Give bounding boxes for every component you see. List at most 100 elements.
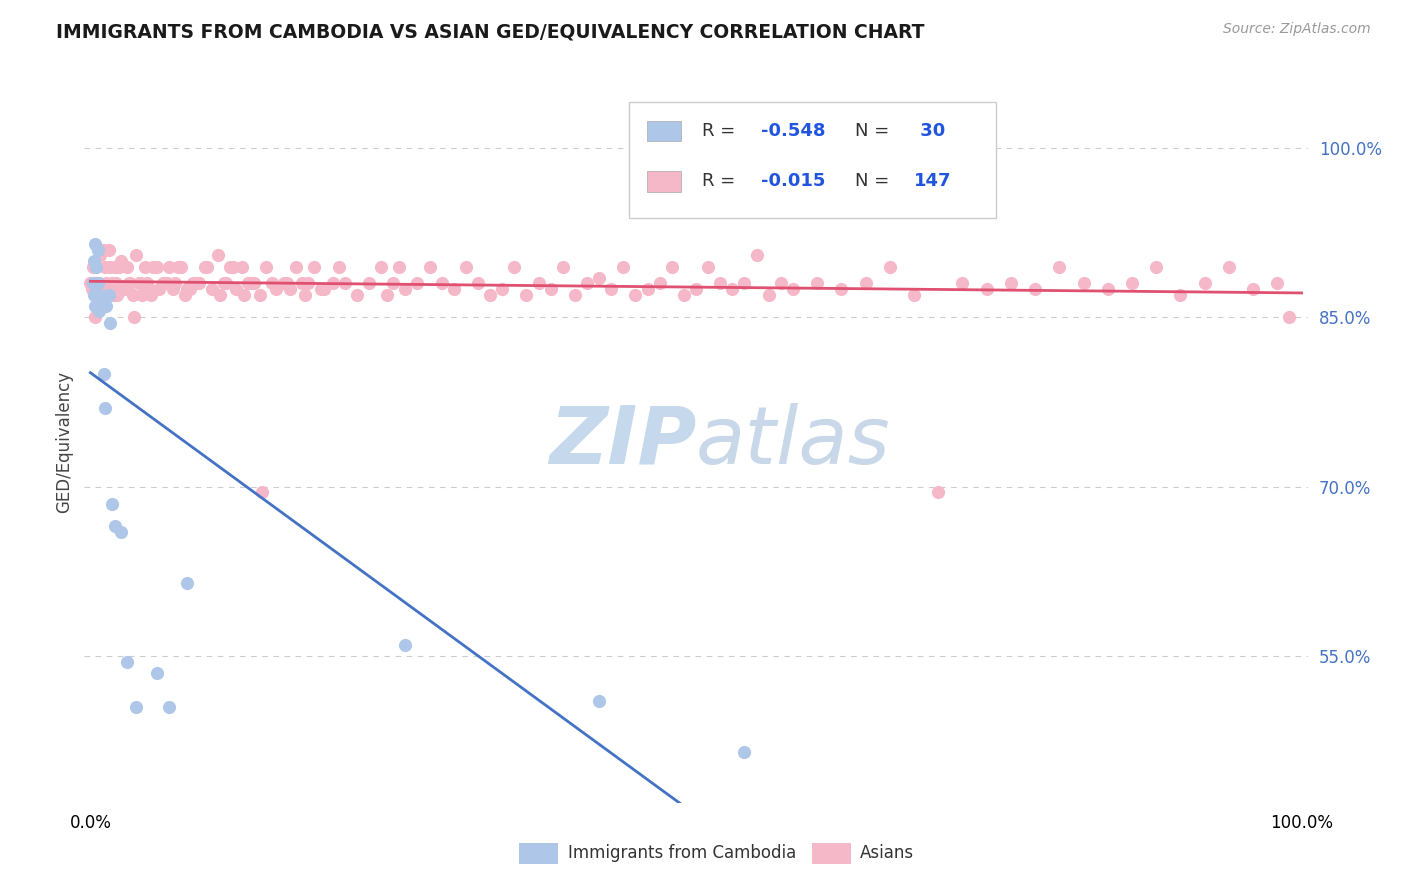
Text: IMMIGRANTS FROM CAMBODIA VS ASIAN GED/EQUIVALENCY CORRELATION CHART: IMMIGRANTS FROM CAMBODIA VS ASIAN GED/EQ… bbox=[56, 22, 925, 41]
Point bbox=[80, 282, 103, 296]
Point bbox=[406, 277, 429, 291]
Text: ZIP: ZIP bbox=[548, 402, 696, 481]
Point bbox=[183, 277, 205, 291]
Point bbox=[388, 260, 411, 274]
Point bbox=[527, 277, 550, 291]
Point bbox=[218, 260, 240, 274]
Point bbox=[112, 282, 135, 296]
Point bbox=[83, 277, 105, 291]
Point bbox=[328, 260, 350, 274]
Point bbox=[830, 282, 852, 296]
Point bbox=[322, 277, 344, 291]
Point bbox=[90, 282, 112, 296]
Point bbox=[173, 287, 195, 301]
Point bbox=[479, 287, 502, 301]
Point bbox=[240, 277, 263, 291]
Point bbox=[443, 282, 465, 296]
Point bbox=[551, 260, 574, 274]
Point bbox=[370, 260, 392, 274]
Point bbox=[176, 575, 198, 590]
Point bbox=[952, 277, 974, 291]
Point bbox=[225, 282, 247, 296]
Point bbox=[112, 282, 135, 296]
Bar bbox=[647, 171, 682, 192]
Point bbox=[721, 282, 744, 296]
Point bbox=[86, 260, 108, 274]
Point bbox=[252, 485, 274, 500]
Point bbox=[194, 260, 217, 274]
Point bbox=[333, 277, 356, 291]
Point bbox=[745, 248, 768, 262]
Point bbox=[697, 260, 720, 274]
Point bbox=[94, 260, 117, 274]
Point bbox=[309, 282, 332, 296]
Point bbox=[1278, 310, 1301, 325]
Point bbox=[148, 282, 170, 296]
Point bbox=[215, 277, 238, 291]
Point bbox=[236, 277, 259, 291]
Point bbox=[97, 287, 120, 301]
Point bbox=[94, 401, 117, 415]
Point bbox=[1265, 277, 1288, 291]
Point bbox=[84, 237, 107, 252]
Point bbox=[1000, 277, 1022, 291]
Point bbox=[188, 277, 211, 291]
Point bbox=[170, 260, 193, 274]
Point bbox=[430, 277, 453, 291]
Point bbox=[1194, 277, 1216, 291]
Point bbox=[612, 260, 634, 274]
Point bbox=[120, 277, 142, 291]
Point bbox=[83, 287, 105, 301]
Point bbox=[104, 277, 127, 291]
Point bbox=[304, 260, 326, 274]
Point bbox=[128, 277, 150, 291]
Point bbox=[782, 282, 804, 296]
Point bbox=[297, 277, 319, 291]
Point bbox=[903, 287, 925, 301]
Point bbox=[115, 260, 138, 274]
Point bbox=[89, 248, 111, 262]
Text: Asians: Asians bbox=[860, 844, 914, 862]
Point bbox=[157, 260, 180, 274]
Point bbox=[104, 260, 127, 274]
Point bbox=[1047, 260, 1070, 274]
Point bbox=[86, 243, 108, 257]
Point bbox=[346, 287, 368, 301]
Point bbox=[769, 277, 792, 291]
Point bbox=[503, 260, 526, 274]
Point bbox=[110, 524, 132, 539]
Point bbox=[86, 277, 108, 291]
Point bbox=[195, 260, 218, 274]
Text: -0.548: -0.548 bbox=[761, 122, 825, 140]
Point bbox=[600, 282, 623, 296]
Point bbox=[136, 277, 159, 291]
Point bbox=[125, 248, 148, 262]
Point bbox=[97, 243, 120, 257]
Text: Immigrants from Cambodia: Immigrants from Cambodia bbox=[568, 844, 796, 862]
Bar bbox=[519, 843, 558, 864]
Point bbox=[394, 282, 416, 296]
Point bbox=[637, 282, 659, 296]
Point bbox=[122, 310, 145, 325]
Point bbox=[207, 248, 229, 262]
Point bbox=[155, 277, 177, 291]
Point bbox=[118, 277, 141, 291]
Point bbox=[91, 287, 114, 301]
Point bbox=[208, 287, 231, 301]
Point bbox=[162, 282, 184, 296]
Point bbox=[927, 485, 949, 500]
Point bbox=[357, 277, 380, 291]
Point bbox=[1170, 287, 1192, 301]
Point bbox=[87, 303, 110, 318]
Point bbox=[110, 253, 132, 268]
Point bbox=[103, 287, 125, 301]
Point bbox=[262, 277, 284, 291]
Point bbox=[179, 282, 201, 296]
Text: N =: N = bbox=[855, 172, 896, 190]
Point bbox=[249, 287, 271, 301]
Point bbox=[588, 270, 610, 285]
Point bbox=[588, 694, 610, 708]
Point bbox=[142, 260, 165, 274]
Point bbox=[648, 277, 671, 291]
Point bbox=[104, 519, 127, 533]
